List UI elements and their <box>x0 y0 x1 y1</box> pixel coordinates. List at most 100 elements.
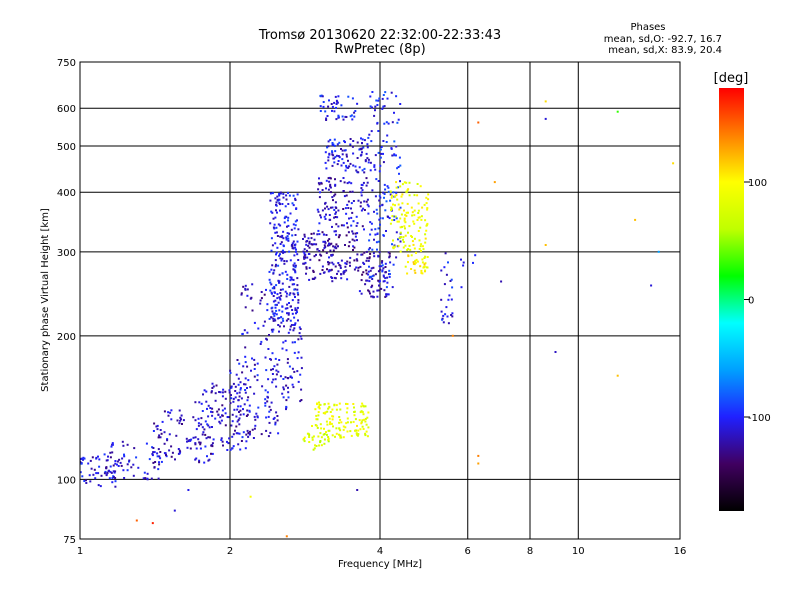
data-point <box>325 117 328 120</box>
data-point <box>378 97 381 100</box>
data-point <box>317 414 320 417</box>
y-axis-label: Stationary phase Virtual Height [km] <box>40 208 51 392</box>
data-point <box>340 259 343 262</box>
data-point <box>374 154 377 157</box>
data-point <box>121 440 124 443</box>
data-point <box>272 272 275 275</box>
data-point <box>318 401 320 404</box>
data-point <box>307 244 310 247</box>
data-point <box>281 305 284 308</box>
data-point <box>323 442 326 445</box>
data-point <box>275 226 278 229</box>
data-point <box>419 265 422 268</box>
data-point <box>410 268 413 270</box>
data-point <box>335 154 338 157</box>
data-point <box>167 411 170 414</box>
data-point <box>230 397 233 400</box>
data-point <box>286 303 289 306</box>
data-point <box>214 392 217 395</box>
data-point <box>238 391 241 394</box>
data-point <box>159 436 162 439</box>
data-point <box>397 118 400 121</box>
data-point <box>321 209 324 212</box>
data-point <box>294 264 297 267</box>
data-point <box>288 302 290 304</box>
data-point <box>251 309 254 312</box>
data-point <box>410 206 413 209</box>
data-point <box>385 293 388 296</box>
data-point <box>82 456 85 459</box>
data-point <box>398 156 401 159</box>
data-point <box>361 169 364 172</box>
data-point <box>142 477 145 480</box>
data-point <box>287 224 290 227</box>
data-point <box>354 235 357 238</box>
data-point <box>154 461 157 463</box>
data-point <box>232 433 235 436</box>
data-point <box>350 202 353 205</box>
data-point <box>391 154 394 157</box>
data-point <box>386 97 389 100</box>
data-point <box>323 403 326 406</box>
data-point <box>363 167 366 170</box>
data-point <box>440 298 443 301</box>
data-point <box>364 283 367 286</box>
data-point <box>407 188 410 191</box>
data-point <box>269 192 272 195</box>
data-point <box>382 280 385 283</box>
data-point <box>356 434 359 437</box>
data-point <box>333 403 336 406</box>
data-point <box>297 319 299 322</box>
data-point <box>278 254 281 257</box>
data-point <box>360 253 363 256</box>
data-point <box>341 115 344 118</box>
data-point <box>393 140 396 143</box>
data-point <box>291 367 294 370</box>
data-point <box>249 495 252 498</box>
data-point <box>338 402 341 405</box>
data-point <box>281 234 284 237</box>
data-point <box>158 434 161 437</box>
data-point <box>266 391 269 394</box>
data-point <box>123 455 126 458</box>
data-point <box>382 161 385 164</box>
data-point <box>377 270 380 273</box>
data-point <box>424 241 427 244</box>
data-point <box>368 265 370 268</box>
data-point <box>227 442 230 445</box>
data-point <box>239 405 242 408</box>
data-point <box>324 161 327 164</box>
data-point <box>399 226 402 229</box>
data-point <box>331 206 334 209</box>
data-point <box>210 410 212 413</box>
data-point <box>317 229 320 232</box>
data-point <box>179 419 182 422</box>
data-point <box>224 397 227 400</box>
data-point <box>366 181 369 184</box>
data-point <box>312 278 315 280</box>
data-point <box>244 361 247 364</box>
data-point <box>382 267 385 270</box>
data-point <box>382 140 385 142</box>
data-point <box>336 272 338 275</box>
data-point <box>99 485 102 488</box>
data-point <box>286 292 288 295</box>
data-point <box>361 151 363 154</box>
data-point <box>404 265 407 268</box>
data-point <box>333 161 336 164</box>
data-point <box>336 163 339 166</box>
data-point <box>327 140 330 143</box>
data-point <box>296 357 299 360</box>
data-point <box>378 170 381 173</box>
data-point <box>242 285 245 288</box>
data-point <box>160 432 163 435</box>
data-point <box>171 451 174 454</box>
data-point <box>273 287 276 290</box>
data-point <box>211 452 214 455</box>
data-point <box>616 110 619 113</box>
data-point <box>370 228 373 231</box>
data-point <box>244 306 247 309</box>
data-point <box>349 162 352 165</box>
data-point <box>163 410 166 413</box>
